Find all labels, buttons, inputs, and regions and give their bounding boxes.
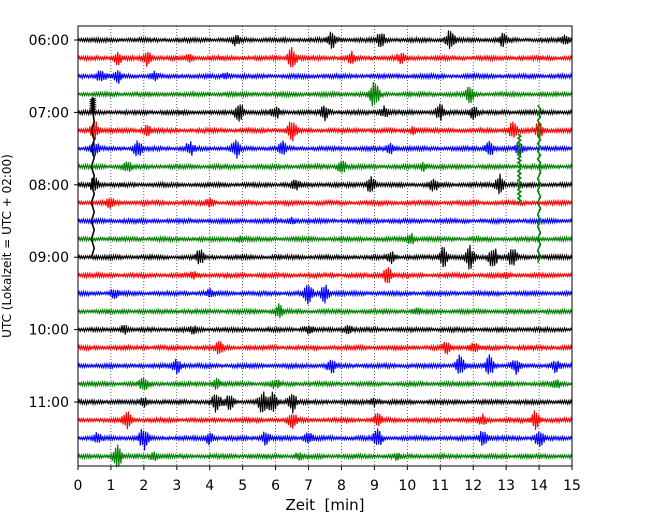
seismic-trace-0815 bbox=[77, 197, 573, 209]
y-tick-label: 09:00 bbox=[29, 250, 69, 266]
seismic-trace-0645 bbox=[77, 81, 573, 107]
x-axis-label: Zeit [min] bbox=[285, 496, 364, 514]
seismic-trace-0615 bbox=[77, 46, 573, 68]
x-tick-label: 15 bbox=[563, 478, 581, 494]
seismic-trace-0830 bbox=[77, 216, 573, 226]
seismic-trace-0630 bbox=[77, 70, 573, 84]
seismic-trace-0730 bbox=[77, 139, 573, 159]
seismic-spike bbox=[516, 133, 523, 204]
y-tick-label: 10:00 bbox=[29, 323, 69, 339]
seismic-traces bbox=[77, 30, 573, 468]
y-tick-label: 07:00 bbox=[29, 105, 69, 121]
seismic-trace-0945 bbox=[77, 303, 573, 319]
seismic-trace-1000 bbox=[77, 325, 573, 335]
seismic-trace-0745 bbox=[77, 160, 573, 173]
x-tick-label: 3 bbox=[172, 478, 181, 494]
x-tick-label: 14 bbox=[530, 478, 548, 494]
seismic-spike bbox=[536, 104, 542, 263]
seismic-trace-0915 bbox=[77, 267, 573, 284]
seismic-trace-1045 bbox=[77, 377, 573, 391]
seismic-trace-1115 bbox=[77, 410, 573, 430]
x-tick-label: 11 bbox=[431, 478, 449, 494]
x-tick-label: 6 bbox=[271, 478, 280, 494]
y-tick-label: 08:00 bbox=[29, 178, 69, 194]
x-grid-lines bbox=[110, 26, 540, 466]
seismic-trace-1145 bbox=[77, 444, 573, 468]
seismic-trace-1100 bbox=[77, 391, 573, 414]
x-tick-label: 7 bbox=[304, 478, 313, 494]
seismic-trace-0800 bbox=[77, 173, 573, 195]
x-tick-label: 5 bbox=[238, 478, 247, 494]
seismic-trace-0930 bbox=[77, 284, 573, 305]
seismic-spikes bbox=[88, 97, 542, 263]
y-axis-label: UTC (Lokalzeit = UTC + 02:00) bbox=[0, 154, 14, 338]
seismic-trace-1015 bbox=[77, 341, 573, 355]
x-tick-label: 12 bbox=[464, 478, 482, 494]
x-tick-label: 2 bbox=[139, 478, 148, 494]
x-axis-ticks: 0 1 2 3 4 5 6 7 8 9 10 11 12 13 14 15 bbox=[74, 466, 581, 494]
seismic-trace-1130 bbox=[77, 428, 573, 451]
y-axis-ticks: 06:00 07:00 08:00 09:00 10:00 11:00 bbox=[29, 33, 78, 411]
seismic-trace-0600 bbox=[77, 30, 573, 49]
seismic-trace-0900 bbox=[77, 244, 573, 270]
x-tick-label: 0 bbox=[74, 478, 83, 494]
seismic-spike bbox=[88, 97, 97, 258]
x-tick-label: 10 bbox=[398, 478, 416, 494]
x-tick-label: 1 bbox=[106, 478, 115, 494]
y-tick-label: 11:00 bbox=[29, 395, 69, 411]
seismic-trace-0700 bbox=[77, 103, 573, 122]
seismic-trace-0715 bbox=[77, 121, 573, 142]
x-tick-label: 9 bbox=[370, 478, 379, 494]
seismic-trace-0845 bbox=[77, 232, 573, 245]
plot-frame bbox=[77, 25, 573, 467]
x-tick-label: 8 bbox=[337, 478, 346, 494]
y-tick-label: 06:00 bbox=[29, 33, 69, 49]
x-tick-label: 4 bbox=[205, 478, 214, 494]
x-tick-label: 13 bbox=[497, 478, 515, 494]
seismic-trace-1030 bbox=[77, 354, 573, 376]
